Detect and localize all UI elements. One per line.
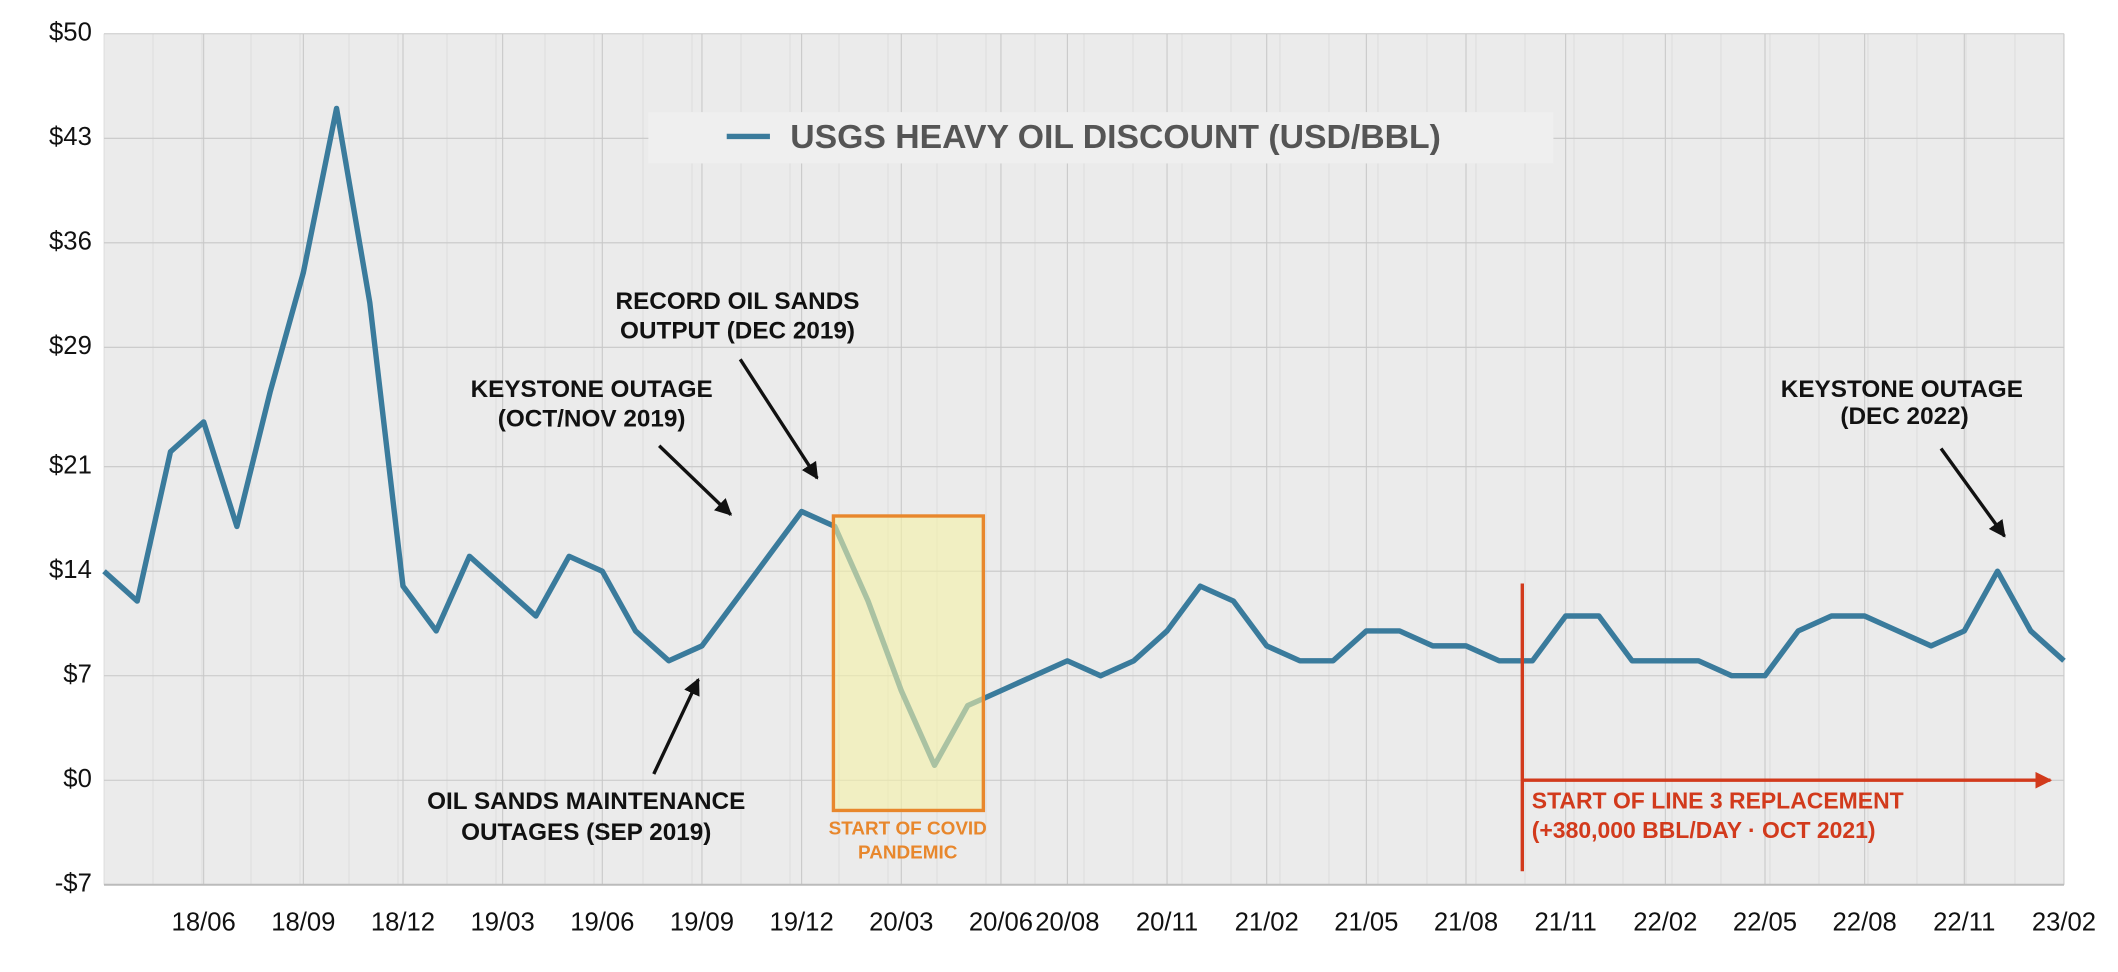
x-tick-label: 20/08 bbox=[1035, 909, 1099, 937]
x-tick-label: 20/03 bbox=[869, 909, 933, 937]
x-tick-label: 22/11 bbox=[1933, 909, 1995, 937]
x-tick-label: 19/12 bbox=[770, 909, 834, 937]
y-tick-label: $14 bbox=[49, 556, 92, 584]
x-tick-label: 19/09 bbox=[670, 909, 734, 937]
y-tick-label: $43 bbox=[49, 123, 92, 151]
x-tick-label: 19/06 bbox=[570, 909, 634, 937]
x-tick-label: 18/06 bbox=[172, 909, 236, 937]
annotation-text: START OF COVID bbox=[829, 818, 987, 839]
y-tick-label: $7 bbox=[63, 661, 92, 689]
y-tick-label: $0 bbox=[63, 765, 92, 793]
annotation-arrow bbox=[738, 358, 819, 480]
annotation-text: OUTPUT (DEC 2019) bbox=[620, 318, 855, 345]
y-tick-label: $36 bbox=[49, 228, 92, 256]
annotation-text: START OF LINE 3 REPLACEMENT bbox=[1532, 787, 1904, 813]
annotation-text: RECORD OIL SANDS bbox=[616, 288, 860, 315]
covid-box bbox=[831, 514, 986, 813]
x-tick-label: 21/02 bbox=[1235, 909, 1299, 937]
y-tick-label: $21 bbox=[49, 452, 92, 480]
x-tick-label: 20/11 bbox=[1136, 909, 1198, 937]
x-tick-label: 21/11 bbox=[1535, 909, 1597, 937]
y-tick-label: $50 bbox=[49, 19, 92, 47]
x-tick-label: 20/06 bbox=[969, 909, 1033, 937]
x-tick-label: 18/09 bbox=[271, 909, 335, 937]
annotation-text: KEYSTONE OUTAGE bbox=[471, 376, 713, 403]
annotation-arrow bbox=[1939, 447, 2006, 538]
data-line bbox=[102, 105, 2066, 769]
x-tick-label: 22/02 bbox=[1633, 909, 1697, 937]
annotation-text: PANDEMIC bbox=[858, 843, 958, 864]
annotation-text: OIL SANDS MAINTENANCE bbox=[427, 788, 745, 815]
annotation-text: (+380,000 BBL/DAY · OCT 2021) bbox=[1532, 817, 1876, 843]
y-tick-label: -$7 bbox=[55, 870, 92, 898]
x-tick-label: 22/08 bbox=[1833, 909, 1897, 937]
annotation-text: (DEC 2022) bbox=[1840, 403, 1968, 430]
annotation-arrow bbox=[652, 677, 700, 775]
x-tick-label: 18/12 bbox=[371, 909, 435, 937]
x-tick-label: 23/02 bbox=[2032, 909, 2096, 937]
x-tick-label: 21/08 bbox=[1434, 909, 1498, 937]
x-tick-label: 21/05 bbox=[1334, 909, 1398, 937]
y-tick-label: $29 bbox=[49, 332, 92, 360]
annotation-text: (OCT/NOV 2019) bbox=[498, 406, 686, 433]
annotation-text: KEYSTONE OUTAGE bbox=[1781, 376, 2023, 403]
legend-box bbox=[648, 112, 1554, 164]
annotation-arrow bbox=[658, 444, 732, 516]
x-tick-label: 19/03 bbox=[471, 909, 535, 937]
x-tick-label: 22/05 bbox=[1733, 909, 1797, 937]
legend-label: USGS HEAVY OIL DISCOUNT (USD/BBL) bbox=[790, 118, 1441, 156]
annotation-text: OUTAGES (SEP 2019) bbox=[461, 819, 711, 846]
